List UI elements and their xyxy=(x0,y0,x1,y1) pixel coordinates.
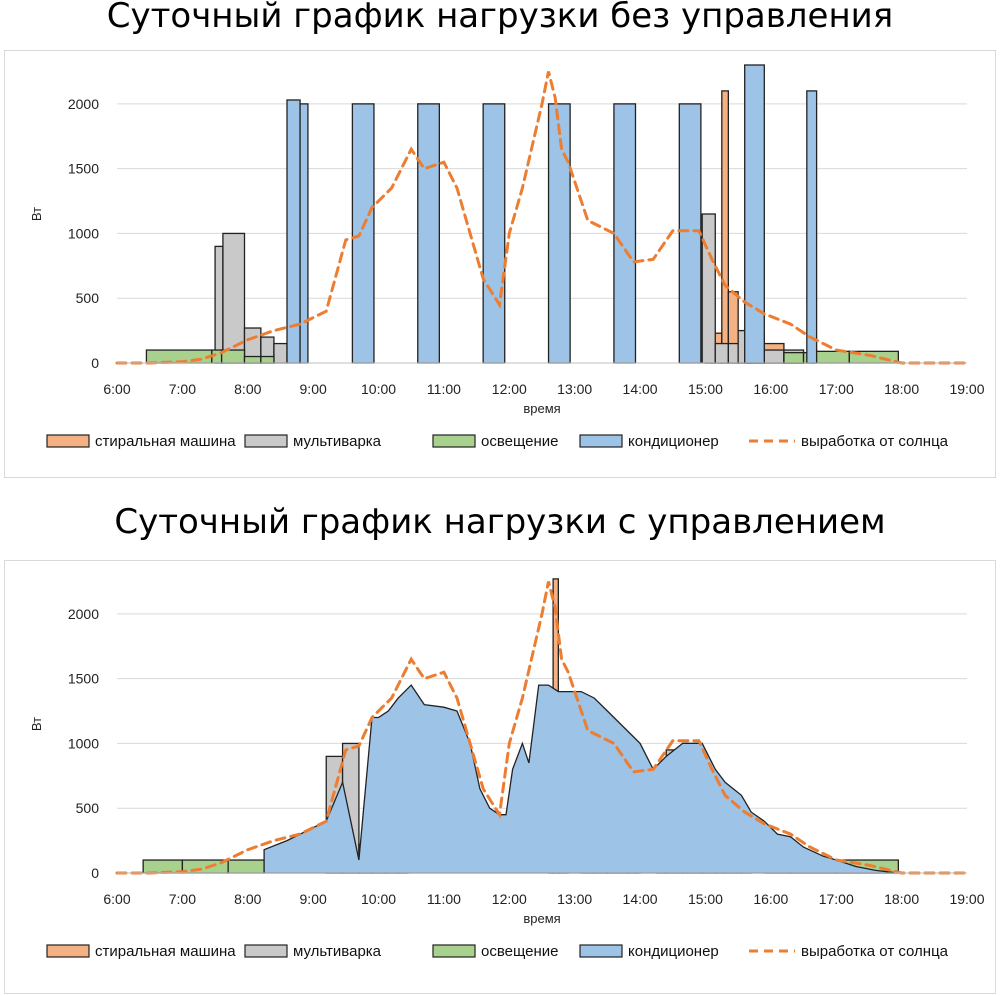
c0-y-tick-label: 0 xyxy=(91,355,99,371)
c0-legend-swatch xyxy=(579,434,623,448)
c0-x-tick-label: 11:00 xyxy=(427,381,461,397)
c0-series-2-segment xyxy=(260,355,275,364)
c0-x-tick-label: 17:00 xyxy=(819,381,854,397)
c1-x-tick-label: 14:00 xyxy=(623,891,658,907)
c1-legend-label: мультиварка xyxy=(293,943,382,960)
c0-x-tick-label: 7:00 xyxy=(169,381,196,397)
c0-series-1-segment xyxy=(214,245,224,364)
c0-series-3-segment xyxy=(613,103,637,364)
c0-x-tick-label: 9:00 xyxy=(300,381,327,397)
c1-x-tick-label: 11:00 xyxy=(427,891,461,907)
c1-y-tick-label: 1000 xyxy=(68,735,99,751)
chart-controlled: 0 500 1000 1500 2000 6:00 7:00 8:00 9:00 10:00 11:… xyxy=(29,578,985,960)
c0-legend-label: стиральная машина xyxy=(95,433,236,450)
c0-x-tick-label: 12:00 xyxy=(492,381,527,397)
c1-y-tick-label: 2000 xyxy=(68,606,99,622)
c1-legend-swatch xyxy=(432,944,476,958)
c0-legend-label: освещение xyxy=(481,433,559,450)
c1-x-tick-label: 13:00 xyxy=(557,891,592,907)
c0-legend-swatch xyxy=(46,434,90,448)
c1-y-tick-label: 500 xyxy=(76,800,100,816)
c0-series-1-segment xyxy=(714,342,729,364)
c1-legend-label: кондиционер xyxy=(628,943,719,960)
chart-panel-controlled: 0 500 1000 1500 2000 6:00 7:00 8:00 9:00 10:00 11:… xyxy=(4,560,996,994)
c0-y-axis-label: Вт xyxy=(29,207,44,221)
c1-series-2-segment xyxy=(227,859,265,874)
c1-x-tick-label: 7:00 xyxy=(169,891,196,907)
c1-x-tick-label: 10:00 xyxy=(361,891,396,907)
c0-x-tick-label: 15:00 xyxy=(688,381,723,397)
c0-series-1-segment xyxy=(273,342,288,364)
chart-title-controlled: Суточный график нагрузки с управлением xyxy=(114,502,886,542)
c1-series-4-line xyxy=(115,581,969,875)
chart-panel-uncontrolled: 0 500 1000 1500 2000 6:00 7:00 8:00 9:00 10:00 11:… xyxy=(4,50,996,478)
chart-title-uncontrolled: Суточный график нагрузки без управления xyxy=(106,0,894,36)
c0-legend-label: кондиционер xyxy=(628,433,719,450)
c1-legend-label: стиральная машина xyxy=(95,943,236,960)
c1-x-tick-label: 8:00 xyxy=(234,891,261,907)
c0-x-tick-label: 8:00 xyxy=(234,381,261,397)
c0-x-tick-label: 6:00 xyxy=(103,381,130,397)
c1-legend-swatch xyxy=(244,944,288,958)
c0-series-2-segment xyxy=(812,350,850,364)
c1-x-tick-label: 15:00 xyxy=(688,891,723,907)
c1-x-tick-label: 17:00 xyxy=(819,891,854,907)
c1-y-axis-label: Вт xyxy=(29,717,44,731)
c0-series-4-line xyxy=(115,71,969,365)
c1-y-tick-label: 0 xyxy=(91,865,99,881)
c1-x-tick-label: 9:00 xyxy=(300,891,327,907)
c1-x-axis-label: время xyxy=(523,911,560,926)
c1-x-tick-label: 6:00 xyxy=(103,891,130,907)
c1-series-3-area xyxy=(263,684,899,874)
c0-legend-swatch xyxy=(244,434,288,448)
c1-x-tick-label: 19:00 xyxy=(949,891,984,907)
c0-series-3-segment xyxy=(744,64,765,364)
c0-series-3 xyxy=(286,64,818,364)
c1-x-tick-label: 18:00 xyxy=(884,891,919,907)
c0-y-tick-label: 500 xyxy=(76,290,100,306)
c0-series-2-segment xyxy=(243,355,262,364)
c0-x-axis-label: время xyxy=(523,401,560,416)
c0-x-tick-label: 14:00 xyxy=(623,381,658,397)
c0-x-tick-label: 18:00 xyxy=(884,381,919,397)
c1-legend-swatch xyxy=(46,944,90,958)
c0-legend-label: мультиварка xyxy=(293,433,382,450)
c1-y-tick-label: 1500 xyxy=(68,671,99,687)
c0-series-3-segment xyxy=(678,103,702,364)
c0-x-tick-label: 19:00 xyxy=(949,381,984,397)
c0-y-tick-label: 1000 xyxy=(68,225,99,241)
c0-series-3-segment xyxy=(806,90,818,364)
c0-y-tick-label: 2000 xyxy=(68,96,99,112)
c0-series-3-segment xyxy=(482,103,506,364)
c1-legend-label: выработка от солнца xyxy=(801,943,949,960)
c0-x-tick-label: 16:00 xyxy=(753,381,788,397)
chart-uncontrolled: 0 500 1000 1500 2000 6:00 7:00 8:00 9:00 10:00 11:… xyxy=(29,64,985,450)
c0-series-3-segment xyxy=(417,103,440,364)
c0-legend-label: выработка от солнца xyxy=(801,433,949,450)
c0-y-tick-label: 1500 xyxy=(68,161,99,177)
c0-series-0-segment xyxy=(721,90,729,364)
c0-series-3-segment xyxy=(351,103,375,364)
c0-series-3-segment xyxy=(299,103,309,364)
c0-series-1-segment xyxy=(763,349,785,364)
c0-x-tick-label: 10:00 xyxy=(361,381,396,397)
c0-x-tick-label: 13:00 xyxy=(557,381,592,397)
c1-x-tick-label: 12:00 xyxy=(492,891,527,907)
c1-x-tick-label: 16:00 xyxy=(753,891,788,907)
c1-legend-swatch xyxy=(579,944,623,958)
c0-series-2-segment xyxy=(783,351,805,364)
c0-series-1-segment xyxy=(727,342,739,364)
c1-legend-label: освещение xyxy=(481,943,559,960)
c0-legend-swatch xyxy=(432,434,476,448)
c0-series-1-segment xyxy=(701,213,716,364)
